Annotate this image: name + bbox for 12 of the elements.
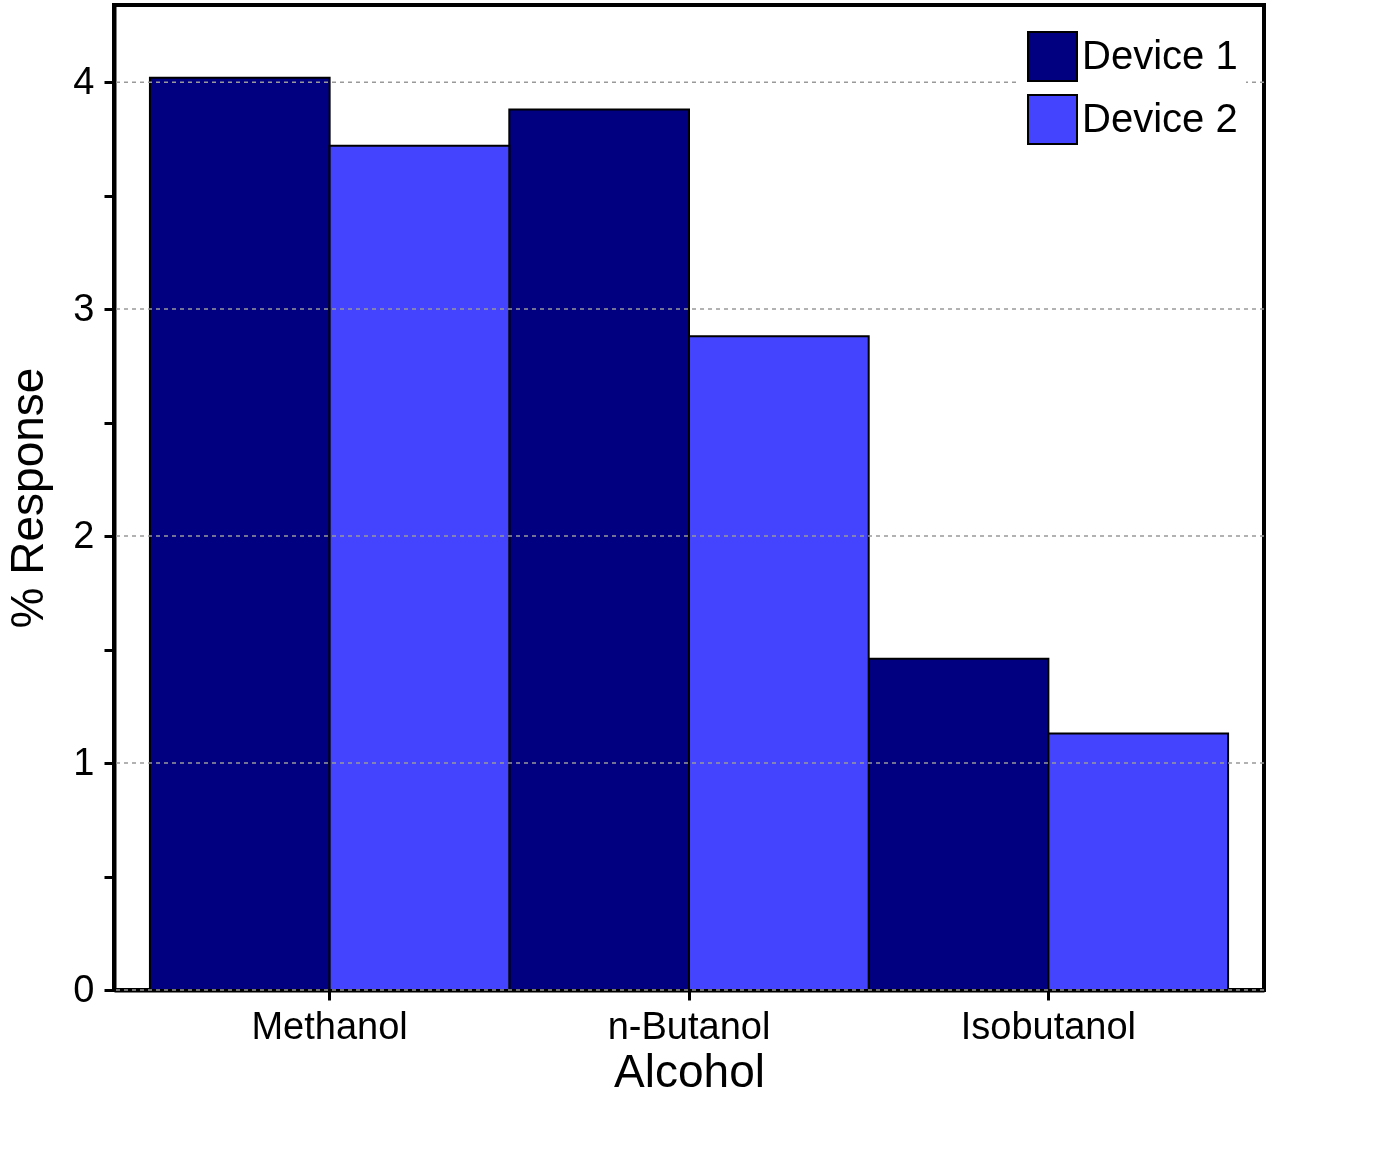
y-tick-label: 3 [73, 286, 95, 329]
x-tick-label: Isobutanol [960, 1004, 1137, 1047]
x-tick-label: n-Butanol [607, 1004, 771, 1047]
legend-label: Device 1 [1082, 32, 1238, 77]
y-tick-label: 4 [73, 59, 95, 102]
x-tick-label: Methanol [251, 1004, 408, 1047]
x-axis-title: Alcohol [614, 1044, 765, 1097]
y-tick-label: 1 [73, 740, 95, 783]
y-tick-label: 0 [73, 967, 95, 1010]
y-tick-label: 2 [73, 513, 95, 556]
legend-label: Device 2 [1082, 95, 1238, 140]
y-axis-title: % Response [1, 367, 54, 629]
